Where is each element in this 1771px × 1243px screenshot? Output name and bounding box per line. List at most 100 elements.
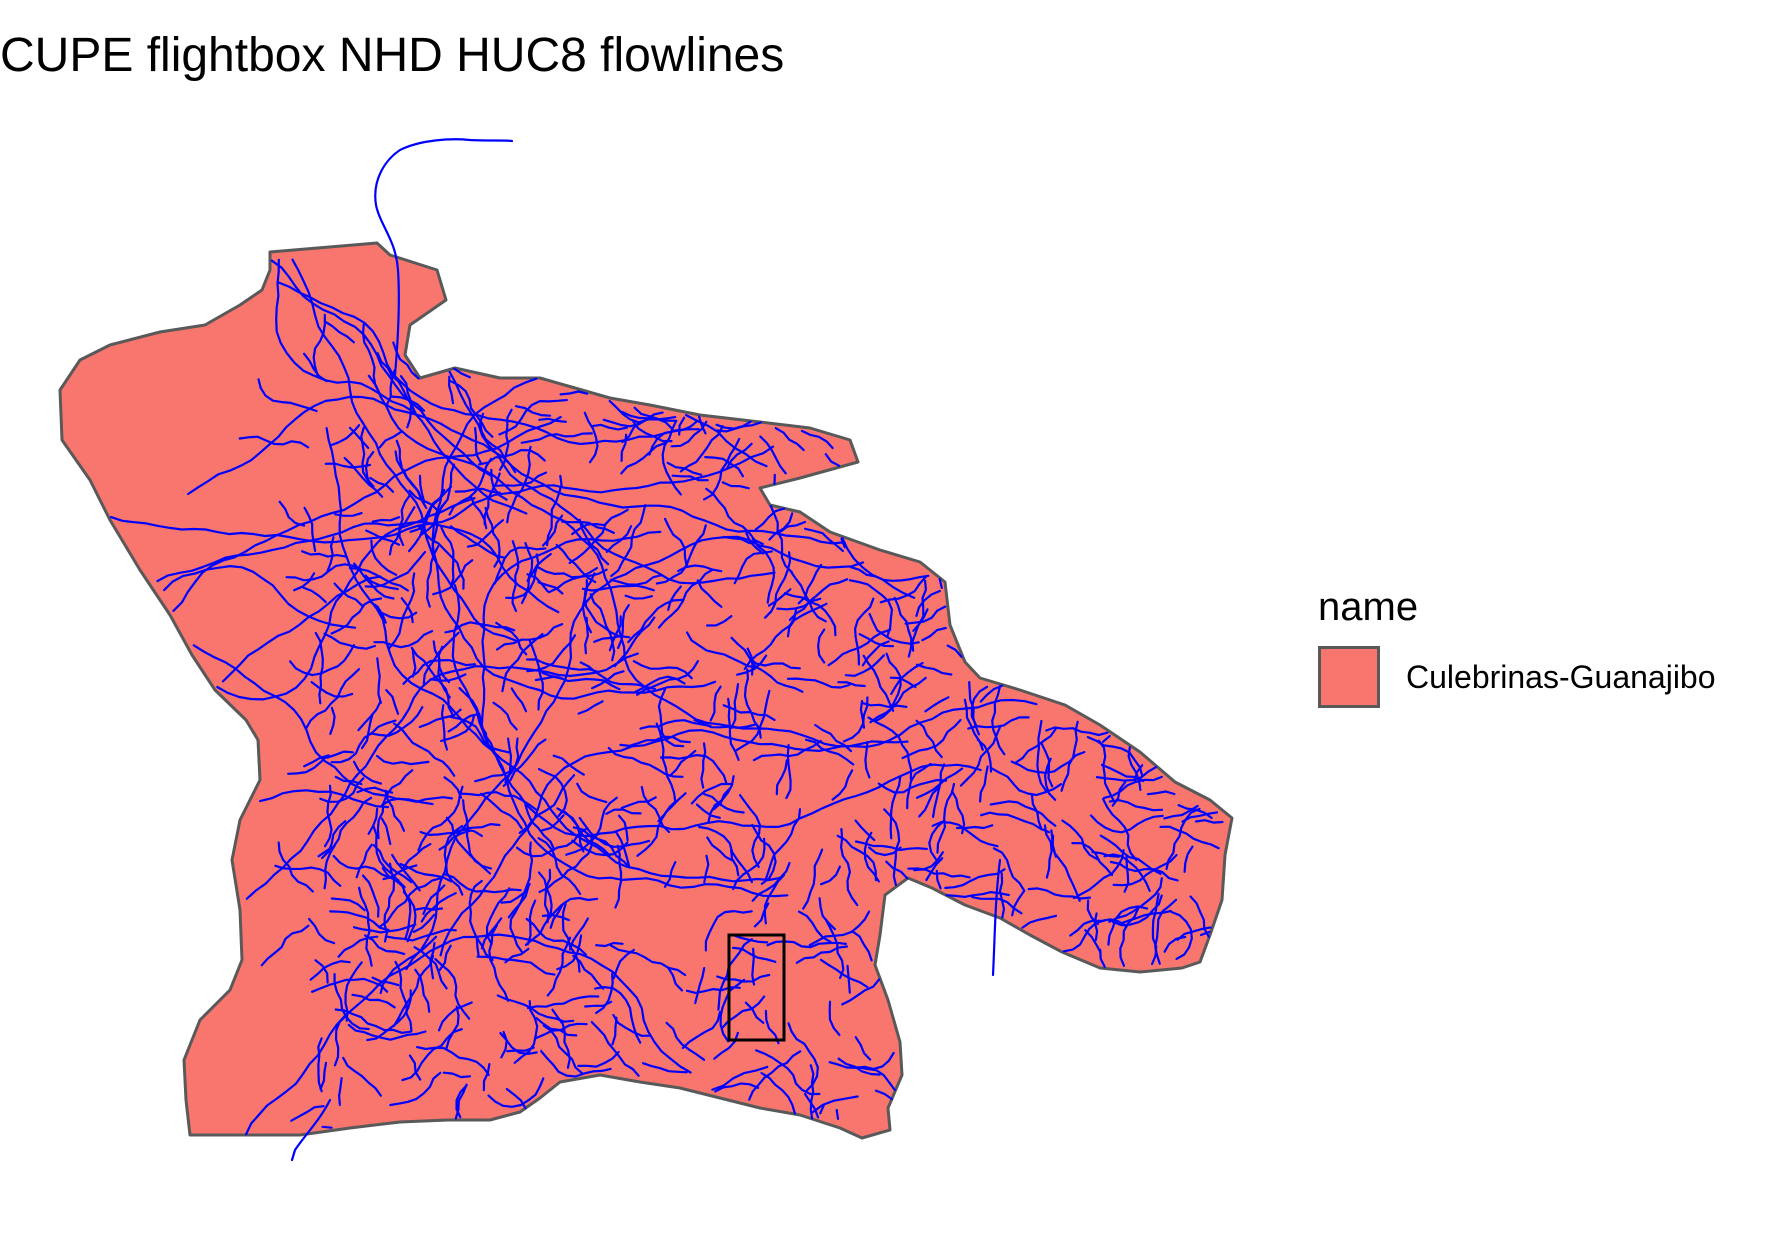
flowline [537,871,553,916]
flowline [277,841,314,893]
flowline [323,784,333,848]
flowline [1100,763,1145,783]
flowline [488,924,510,1002]
flowline [694,967,706,1005]
flowline [998,872,1006,919]
flowline [722,704,776,721]
flowline [381,867,412,940]
flowline [883,808,901,886]
flowline [542,1024,584,1075]
flowline [394,450,422,500]
flowline [317,1037,323,1093]
flowline [768,512,794,541]
flowline [1069,918,1128,937]
flowline [351,993,396,1009]
flowline [620,796,657,809]
flowline [602,411,664,428]
flowline [837,1057,881,1076]
flowline [398,493,412,547]
flowline [820,865,841,886]
flowline [1072,849,1125,900]
flowline [534,675,564,682]
flowline [946,644,963,658]
flowline [704,910,753,952]
flowline [759,435,787,475]
flowline [393,722,456,777]
flowline [466,519,504,548]
flowline [429,673,467,682]
flowline [851,930,873,962]
flowline [590,1021,640,1077]
flowline [854,597,875,666]
flowline [302,586,327,604]
flowline [663,861,677,888]
flowline [621,416,677,444]
flowline [411,649,417,678]
flowline [636,660,699,696]
flowline [383,862,396,943]
flowline [980,811,1051,834]
flowline [245,933,692,1136]
flowline [775,759,788,796]
flowline [285,563,363,582]
flowline [443,824,464,896]
flowline [505,1088,527,1110]
flowline [1170,910,1193,960]
flowline [376,754,430,766]
flowline [744,1001,765,1024]
flowline [526,552,552,582]
flowline [863,831,880,883]
flowline [615,831,631,867]
flowline [333,1014,348,1067]
flowline [605,525,633,553]
flowline [1123,855,1130,893]
flowline [485,887,511,945]
flowline [325,427,783,883]
flowline [370,539,398,576]
flowline [568,917,589,951]
flowline [938,578,943,589]
flowline [633,406,678,422]
flowline [513,1000,539,1064]
flowline [459,791,538,812]
flowline [612,1013,652,1037]
flowline [527,995,600,1010]
flowline [323,632,376,650]
flowline [608,399,640,424]
flowline [1093,912,1099,942]
flowline [371,516,401,523]
flowline [453,367,471,379]
flowline [369,706,424,737]
flowline [1021,914,1058,929]
flowline [797,910,832,944]
flowline [376,657,382,704]
flowline [814,723,853,753]
flowline [369,476,395,493]
flowline [828,1051,895,1070]
flowline [303,352,328,383]
flowline [394,960,413,1032]
flowline [496,623,564,651]
flowline [330,597,383,635]
flowline [238,435,310,449]
flowline [482,1063,491,1092]
flowline [376,769,414,840]
flowline [480,530,789,898]
flowline [1109,860,1179,882]
flowline [494,471,548,487]
flowline [979,765,989,803]
flowline [766,940,847,949]
flowline [541,914,571,922]
flowline [364,551,426,588]
flowline [548,566,599,594]
flowline [1084,929,1102,954]
flowline [410,646,454,717]
flowline [330,897,366,912]
flowline [700,742,707,789]
flowline [1044,757,1057,801]
flowline [416,1046,490,1076]
flowline [890,661,924,695]
flowline [1095,766,1157,782]
flowline [216,497,476,701]
flowline [1011,890,1025,917]
